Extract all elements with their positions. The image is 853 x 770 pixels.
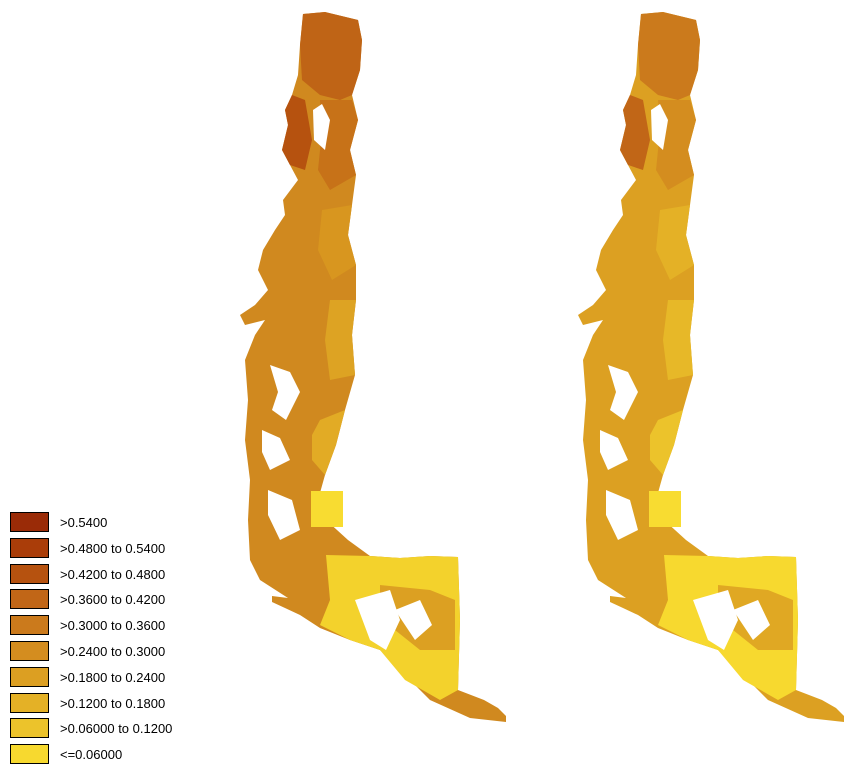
legend-label: >0.1800 to 0.2400 <box>60 669 166 685</box>
legend-label: >0.2400 to 0.3000 <box>60 643 166 659</box>
right-map-south-east-zone <box>650 410 683 475</box>
legend-label: >0.1200 to 0.1800 <box>60 695 166 711</box>
legend-label: >0.3600 to 0.4200 <box>60 592 166 608</box>
right-map-mid-zone <box>656 205 694 280</box>
legend-label: >0.4200 to 0.4800 <box>60 566 166 582</box>
right-map-channel-1 <box>693 590 738 650</box>
legend-swatch <box>10 718 49 739</box>
left-map-northern-zone <box>300 12 362 100</box>
left-map-channel-1 <box>355 590 400 650</box>
right-map-east-zone <box>663 300 694 380</box>
right-map-bay <box>651 104 668 150</box>
legend-label: >0.4800 to 0.5400 <box>60 540 166 556</box>
right-map-channel-2 <box>733 600 770 640</box>
legend-swatch <box>10 537 49 558</box>
legend-swatch <box>10 692 49 713</box>
right-map-northwest-zone <box>620 95 650 170</box>
left-map-east-zone <box>325 300 356 380</box>
legend-swatch <box>10 640 49 661</box>
left-map-fjords <box>262 365 300 540</box>
legend-label: >0.3000 to 0.3600 <box>60 618 166 634</box>
legend-swatch <box>10 512 49 532</box>
left-map-northwest-zone <box>282 95 312 170</box>
right-map-yellow-block <box>649 491 681 527</box>
right-map-fjords <box>600 365 638 540</box>
right-map-northern-zone <box>638 12 700 100</box>
left-map-south-east-zone <box>312 410 345 475</box>
left-map-yellow-block <box>311 491 343 527</box>
left-map-mid-zone <box>318 205 356 280</box>
legend-swatch <box>10 589 49 610</box>
left-map-channel-2 <box>395 600 432 640</box>
legend-swatch <box>10 744 49 765</box>
legend-swatch <box>10 615 49 636</box>
legend-label: >0.06000 to 0.1200 <box>60 721 173 737</box>
legend-label: >0.5400 <box>60 515 108 530</box>
legend-swatch <box>10 666 49 687</box>
right-map <box>578 12 844 722</box>
legend-swatch <box>10 563 49 584</box>
left-map <box>240 12 506 722</box>
legend-label: <=0.06000 <box>60 747 123 763</box>
left-map-bay <box>313 104 330 150</box>
